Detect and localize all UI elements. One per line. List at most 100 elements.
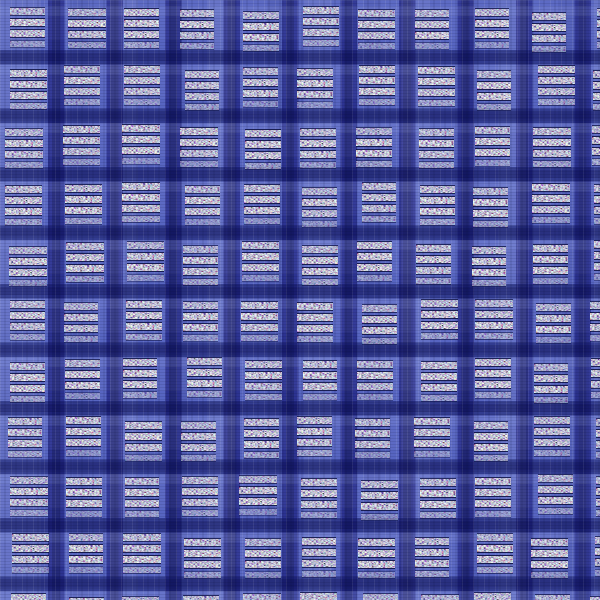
noise-strip [415,10,449,17]
noise-strip [536,337,571,343]
static-noise-texture [536,326,571,333]
noise-strip [419,129,454,136]
static-noise-texture [532,35,566,42]
noise-strip [596,488,600,495]
noise-strip [362,194,396,201]
noise-strip [244,185,280,192]
static-noise-texture [475,160,510,166]
static-noise-texture [66,450,101,456]
static-noise-texture [244,419,279,426]
noise-strip [538,497,573,504]
static-noise-texture [421,395,457,401]
noise-block [64,66,100,105]
static-noise-texture [419,140,454,147]
static-noise-texture [239,509,277,515]
noise-strip [359,77,395,84]
noise-strip [477,534,513,541]
noise-strip [355,452,390,458]
noise-strip [127,253,164,260]
noise-strip [125,455,162,461]
noise-strip [301,512,337,518]
noise-strip [66,428,101,435]
noise-strip [475,20,509,27]
static-noise-texture [68,31,106,38]
noise-strip [122,216,160,222]
static-noise-texture [356,161,392,167]
noise-strip [421,300,458,307]
static-noise-texture [473,221,508,227]
static-noise-texture [595,559,600,566]
static-noise-texture [361,514,398,520]
static-noise-texture [538,508,573,514]
static-noise-texture [472,280,506,286]
noise-strip [534,364,568,371]
static-noise-texture [415,538,449,545]
static-noise-texture [10,363,45,370]
static-noise-texture [533,267,568,274]
noise-block [421,300,458,339]
noise-block [64,303,98,342]
static-noise-texture [359,88,395,95]
noise-block [475,127,510,166]
noise-strip [302,549,336,556]
noise-block [358,10,395,49]
noise-strip [303,361,337,368]
static-noise-texture [533,278,568,284]
noise-strip [415,549,449,556]
static-noise-texture [302,188,337,195]
noise-strip [64,99,100,105]
noise-block [185,71,219,110]
noise-strip [185,186,220,193]
noise-block [302,188,337,227]
noise-strip [538,508,573,514]
static-noise-texture [538,99,575,105]
static-noise-texture [297,439,332,446]
noise-strip [472,269,506,276]
noise-block [124,9,159,48]
noise-strip [124,77,160,84]
static-noise-texture [472,269,506,276]
static-noise-texture [301,490,337,497]
noise-strip [183,335,218,341]
noise-block [359,66,395,105]
noise-block [241,302,278,341]
noise-strip [65,196,102,203]
noise-strip [243,23,279,30]
noise-block [125,478,159,517]
static-noise-texture [414,429,450,436]
static-noise-texture [245,372,282,379]
noise-strip [595,570,600,576]
noise-block [9,247,47,286]
noise-strip [5,140,43,147]
noise-strip [10,301,45,308]
noise-strip [180,161,218,167]
noise-strip [421,384,457,391]
noise-strip [184,572,221,578]
static-noise-texture [415,571,449,577]
noise-block [597,9,600,48]
noise-block [66,417,101,456]
static-noise-texture [361,492,398,499]
static-noise-texture [183,302,218,309]
static-noise-texture [245,550,281,557]
static-noise-texture [185,104,219,110]
static-noise-texture [593,82,600,89]
noise-strip [243,12,279,19]
static-noise-texture [241,324,278,331]
static-noise-texture [243,23,279,30]
noise-strip [594,185,600,192]
noise-strip [69,556,103,563]
static-noise-texture [355,452,390,458]
noise-block [63,126,100,165]
static-noise-texture [10,396,45,402]
noise-strip [241,302,278,309]
noise-strip [184,561,221,568]
static-noise-texture [122,597,159,600]
static-noise-texture [9,280,47,286]
static-noise-texture [180,139,218,146]
noise-strip [594,241,600,248]
static-noise-texture [591,370,600,377]
noise-strip [533,128,571,135]
noise-block [65,360,100,399]
